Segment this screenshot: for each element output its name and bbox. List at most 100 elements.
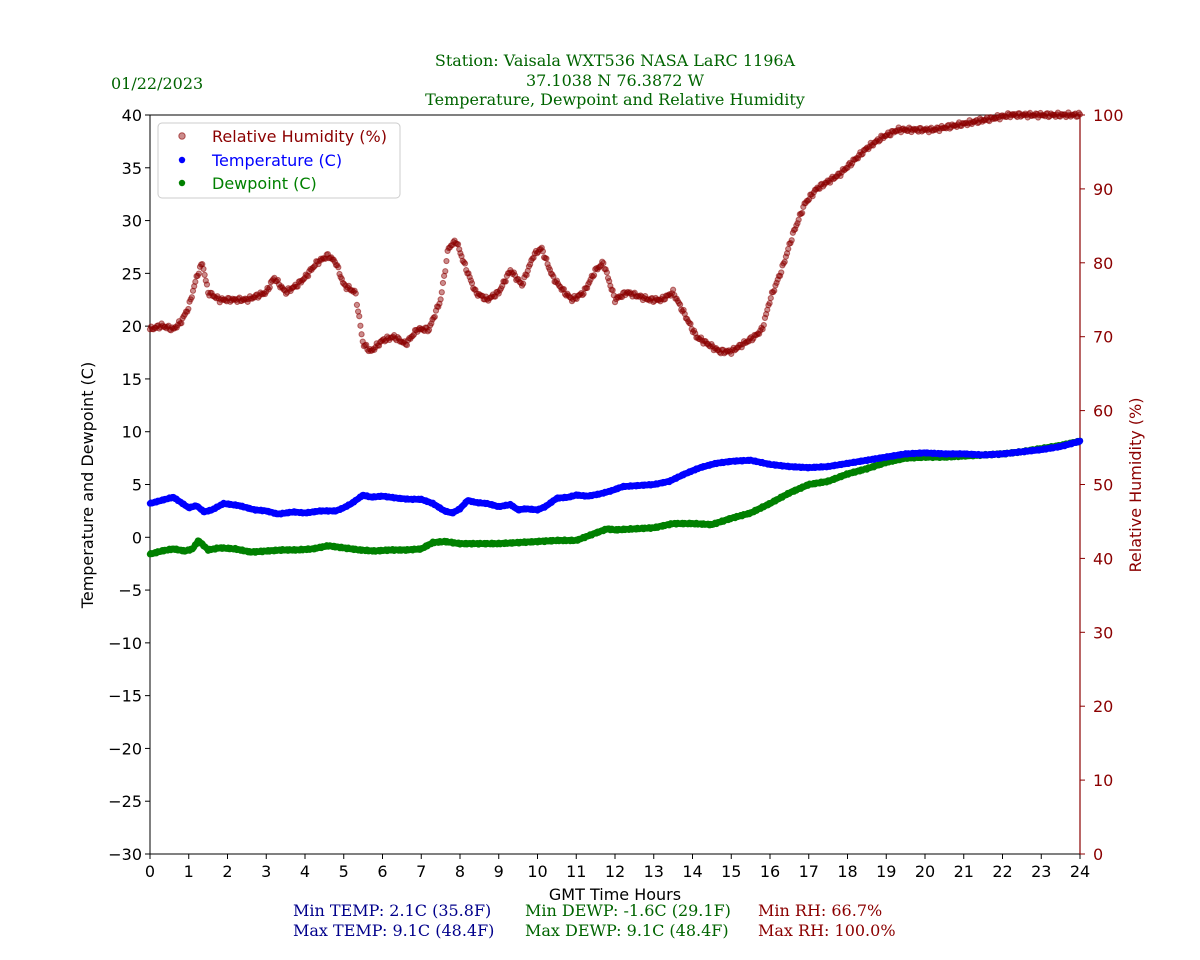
humidity-point	[461, 260, 469, 267]
humidity-point	[677, 301, 684, 308]
left-tick-label: −25	[108, 792, 142, 811]
legend-temperature-label: Temperature (C)	[211, 151, 342, 170]
humidity-point	[178, 320, 185, 327]
bottom-tick-label: 8	[455, 862, 465, 881]
left-tick-label: 10	[122, 423, 142, 442]
humidity-point	[590, 272, 598, 279]
chart-subtitle: Temperature, Dewpoint and Relative Humid…	[425, 90, 805, 109]
left-tick-label: −5	[118, 581, 142, 600]
humidity-series	[146, 109, 1084, 357]
humidity-point	[760, 321, 767, 329]
humidity-point	[200, 265, 207, 273]
min-rh-stat: Min RH: 66.7%	[758, 901, 882, 920]
humidity-point	[609, 287, 616, 294]
bottom-tick-label: 23	[1031, 862, 1051, 881]
bottom-tick-label: 17	[799, 862, 819, 881]
right-tick-label: 80	[1093, 254, 1113, 273]
left-tick-label: 0	[132, 528, 142, 547]
left-tick-label: 35	[122, 159, 142, 178]
max-temp-stat: Max TEMP: 9.1C (48.4F)	[293, 921, 494, 940]
humidity-point	[580, 290, 587, 297]
min-temp-stat: Min TEMP: 2.1C (35.8F)	[293, 901, 491, 920]
left-tick-label: 15	[122, 370, 142, 389]
bottom-tick-label: 1	[184, 862, 194, 881]
humidity-point	[495, 290, 502, 297]
left-tick-label: −10	[108, 634, 142, 653]
humidity-point	[357, 322, 364, 329]
legend-dewpoint-label: Dewpoint (C)	[212, 174, 317, 193]
bottom-tick-label: 24	[1070, 862, 1090, 881]
legend-box	[157, 122, 401, 199]
humidity-point	[435, 303, 442, 310]
humidity-point	[520, 280, 527, 287]
station-title: Station: Vaisala WXT536 NASA LaRC 1196A	[435, 51, 796, 70]
humidity-point	[454, 241, 462, 248]
left-tick-label: 5	[132, 476, 142, 495]
humidity-point	[439, 279, 447, 287]
humidity-point	[785, 245, 792, 253]
left-tick-label: 25	[122, 264, 142, 283]
humidity-point	[795, 216, 802, 223]
humidity-point	[1076, 111, 1084, 118]
humidity-point	[185, 305, 192, 313]
right-tick-label: 60	[1093, 402, 1113, 421]
humidity-point	[358, 331, 365, 338]
left-tick-label: −20	[108, 739, 142, 758]
bottom-tick-label: 20	[915, 862, 935, 881]
humidity-point	[799, 209, 806, 217]
left-tick-label: −15	[108, 687, 142, 706]
bottom-tick-label: 16	[760, 862, 780, 881]
right-tick-label: 20	[1093, 697, 1113, 716]
humidity-point	[560, 286, 567, 293]
humidity-point	[687, 320, 694, 327]
legend-temperature-marker	[178, 156, 186, 164]
humidity-point	[539, 248, 547, 255]
humidity-point	[600, 260, 607, 267]
bottom-tick-label: 13	[644, 862, 664, 881]
max-rh-stat: Max RH: 100.0%	[758, 921, 896, 940]
humidity-point	[543, 255, 550, 262]
left-tick-label: −30	[108, 845, 142, 864]
humidity-point	[443, 257, 450, 265]
humidity-point	[756, 330, 763, 337]
humidity-point	[188, 294, 195, 301]
humidity-point	[403, 341, 411, 349]
bottom-tick-label: 2	[222, 862, 232, 881]
y-axis-label: Temperature and Dewpoint (C)	[78, 362, 97, 609]
min-dewp-stat: Min DEWP: -1.6C (29.1F)	[525, 901, 731, 920]
humidity-point	[670, 286, 677, 293]
temperature-point	[1076, 437, 1084, 445]
bottom-tick-label: 11	[566, 862, 586, 881]
humidity-point	[437, 296, 444, 303]
temperature-series	[146, 437, 1084, 518]
legend-humidity-label: Relative Humidity (%)	[212, 127, 387, 146]
bottom-tick-label: 15	[721, 862, 741, 881]
humidity-point	[192, 278, 199, 285]
right-tick-label: 10	[1093, 771, 1113, 790]
bottom-tick-label: 12	[605, 862, 625, 881]
max-dewp-stat: Max DEWP: 9.1C (48.4F)	[525, 921, 729, 940]
humidity-point	[315, 260, 322, 268]
right-tick-label: 40	[1093, 549, 1113, 568]
legend: Relative Humidity (%) Temperature (C) De…	[157, 122, 401, 199]
right-tick-label: 30	[1093, 623, 1113, 642]
humidity-point	[266, 284, 273, 291]
humidity-point	[603, 269, 610, 276]
left-axis-ticks: −30 −25 −20 −15 −10 −5 0 5 10 15 20 25 30 35 40	[108, 106, 150, 864]
bottom-tick-label: 18	[837, 862, 857, 881]
left-tick-label: 20	[122, 317, 142, 336]
humidity-point	[788, 237, 795, 244]
bottom-tick-label: 7	[416, 862, 426, 881]
legend-dewpoint-marker	[178, 179, 186, 187]
humidity-point	[778, 269, 785, 276]
bottom-tick-label: 19	[876, 862, 896, 881]
left-tick-label: 40	[122, 106, 142, 125]
humidity-point	[438, 289, 445, 296]
humidity-point	[782, 253, 789, 260]
bottom-axis-ticks: 0 1 2 3 4 5 6 7 8 9 10 11 12 13 14 15 16 17 18 19 20 21 22 23 24	[145, 854, 1090, 881]
humidity-point	[837, 172, 844, 179]
right-tick-label: 0	[1093, 845, 1103, 864]
humidity-point	[353, 301, 361, 308]
left-tick-label: 30	[122, 212, 142, 231]
